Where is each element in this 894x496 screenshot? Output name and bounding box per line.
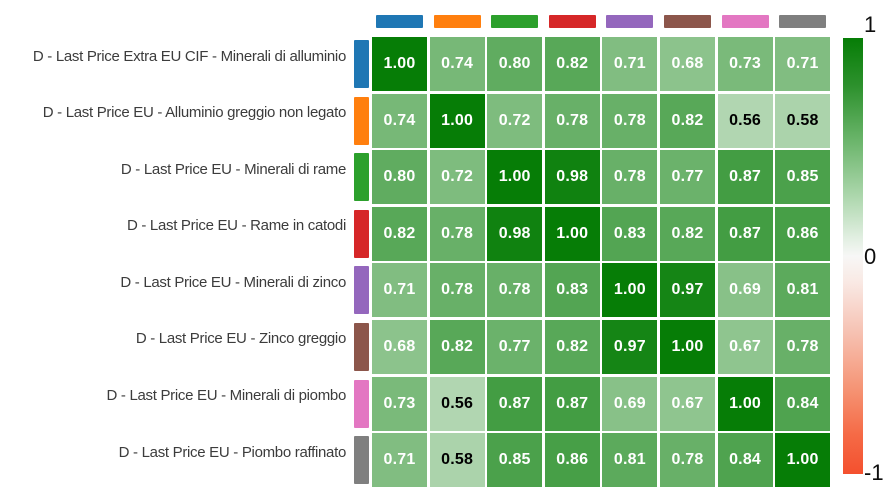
row-label: D - Last Price EU - Zinco greggio: [135, 330, 346, 348]
heatmap-cell[interactable]: 0.98: [544, 150, 600, 205]
column-category-color-marker: [779, 15, 827, 28]
heatmap-cell[interactable]: 1.00: [659, 319, 715, 374]
row-category-color-marker: [354, 209, 369, 258]
heatmap-cell[interactable]: 1.00: [775, 433, 831, 488]
heatmap-cell[interactable]: 0.97: [602, 319, 658, 374]
heatmap-cell[interactable]: 0.71: [775, 37, 831, 91]
row-label: D - Last Price EU - Rame in catodi: [126, 217, 346, 235]
heatmap-cell[interactable]: 0.78: [602, 150, 658, 205]
row-label: D - Last Price EU - Minerali di piombo: [106, 387, 346, 405]
heatmap-cell[interactable]: 0.83: [544, 263, 600, 318]
heatmap-cell[interactable]: 0.71: [372, 263, 427, 318]
heatmap-cell[interactable]: 0.84: [775, 376, 831, 431]
heatmap-cell[interactable]: 0.80: [487, 37, 543, 91]
heatmap-cell[interactable]: 0.74: [429, 37, 485, 91]
row-category-color-marker: [354, 436, 369, 485]
heatmap-cell[interactable]: 0.97: [659, 263, 715, 318]
row-label: D - Last Price EU - Minerali di zinco: [120, 273, 346, 291]
heatmap-cell[interactable]: 0.82: [429, 319, 485, 374]
row-labels: D - Last Price Extra EU CIF - Minerali d…: [0, 37, 346, 487]
heatmap-cell[interactable]: 0.84: [717, 433, 773, 488]
colorbar-gradient: [843, 38, 863, 474]
row-category-color-marker: [354, 322, 369, 371]
colorbar-tick-min: -1: [864, 460, 884, 485]
heatmap-cell[interactable]: 0.85: [487, 433, 543, 488]
row-category-color-marker: [354, 153, 369, 202]
heatmap-cell[interactable]: 1.00: [372, 37, 427, 91]
heatmap-cell[interactable]: 0.72: [429, 150, 485, 205]
row-category-color-marker: [354, 379, 369, 428]
heatmap-cell[interactable]: 0.87: [717, 150, 773, 205]
heatmap-cell[interactable]: 0.69: [717, 263, 773, 318]
column-category-color-marker: [721, 15, 769, 28]
heatmap-cell[interactable]: 0.68: [372, 319, 427, 374]
heatmap-cell[interactable]: 0.98: [487, 206, 543, 261]
heatmap-cell[interactable]: 0.72: [487, 93, 543, 148]
heatmap-cell[interactable]: 1.00: [544, 206, 600, 261]
row-color-markers: [354, 37, 369, 487]
row-category-color-marker: [354, 40, 369, 88]
heatmap-cell[interactable]: 0.78: [659, 433, 715, 488]
heatmap-cell[interactable]: 0.77: [487, 319, 543, 374]
heatmap-cell[interactable]: 0.67: [717, 319, 773, 374]
heatmap-cell[interactable]: 0.82: [372, 206, 427, 261]
heatmap-cell[interactable]: 0.78: [544, 93, 600, 148]
heatmap-cell[interactable]: 0.85: [775, 150, 831, 205]
heatmap-cell[interactable]: 0.82: [544, 37, 600, 91]
heatmap-cell[interactable]: 0.78: [775, 319, 831, 374]
heatmap-cell[interactable]: 0.86: [544, 433, 600, 488]
heatmap-cell[interactable]: 1.00: [487, 150, 543, 205]
heatmap-cell[interactable]: 0.78: [602, 93, 658, 148]
row-category-color-marker: [354, 266, 369, 315]
heatmap-cell[interactable]: 0.81: [775, 263, 831, 318]
column-category-color-marker: [491, 15, 539, 28]
heatmap-cell[interactable]: 0.73: [372, 376, 427, 431]
heatmap-cell[interactable]: 0.82: [659, 93, 715, 148]
heatmap-cell[interactable]: 1.00: [717, 376, 773, 431]
row-label: D - Last Price EU - Piombo raffinato: [118, 443, 347, 461]
heatmap-cell[interactable]: 0.56: [717, 93, 773, 148]
heatmap-cell[interactable]: 0.67: [659, 376, 715, 431]
heatmap-cell[interactable]: 1.00: [429, 93, 485, 148]
heatmap-cell[interactable]: 0.78: [429, 263, 485, 318]
column-category-color-marker: [548, 15, 596, 28]
heatmap-cell[interactable]: 0.58: [429, 433, 485, 488]
column-category-color-marker: [663, 15, 711, 28]
heatmap-cell[interactable]: 0.71: [372, 433, 427, 488]
heatmap-cell[interactable]: 0.80: [372, 150, 427, 205]
heatmap-cell[interactable]: 0.56: [429, 376, 485, 431]
heatmap-cell[interactable]: 0.68: [659, 37, 715, 91]
column-category-color-marker: [606, 15, 654, 28]
heatmap-cell[interactable]: 0.73: [717, 37, 773, 91]
row-label: D - Last Price EU - Minerali di rame: [120, 160, 346, 178]
heatmap-cell[interactable]: 0.74: [372, 93, 427, 148]
row-category-color-marker: [354, 96, 369, 145]
heatmap-cell[interactable]: 0.83: [602, 206, 658, 261]
heatmap-cell[interactable]: 0.82: [659, 206, 715, 261]
colorbar-tick-mid: 0: [864, 244, 877, 269]
colorbar-tick-max: 1: [864, 12, 877, 37]
column-color-markers: [372, 15, 830, 28]
heatmap-grid: 1.00 0.74 0.80 0.82 0.71 0.68 0.73 0.71 0.74 1.00…: [372, 37, 831, 488]
heatmap-cell[interactable]: 0.78: [487, 263, 543, 318]
heatmap-cell[interactable]: 0.86: [775, 206, 831, 261]
column-category-color-marker: [376, 15, 423, 28]
heatmap-cell[interactable]: 0.71: [602, 37, 658, 91]
row-label: D - Last Price Extra EU CIF - Minerali d…: [32, 47, 346, 65]
heatmap-cell[interactable]: 0.78: [429, 206, 485, 261]
heatmap-cell[interactable]: 0.69: [602, 376, 658, 431]
column-category-color-marker: [433, 15, 481, 28]
heatmap-cell[interactable]: 0.58: [775, 93, 831, 148]
heatmap-cell[interactable]: 0.87: [717, 206, 773, 261]
row-label: D - Last Price EU - Alluminio greggio no…: [42, 104, 347, 122]
heatmap-cell[interactable]: 0.87: [487, 376, 543, 431]
heatmap-cell[interactable]: 0.77: [659, 150, 715, 205]
heatmap-cell[interactable]: 0.87: [544, 376, 600, 431]
heatmap-cell[interactable]: 0.82: [544, 319, 600, 374]
heatmap-cell[interactable]: 0.81: [602, 433, 658, 488]
heatmap-cell[interactable]: 1.00: [602, 263, 658, 318]
